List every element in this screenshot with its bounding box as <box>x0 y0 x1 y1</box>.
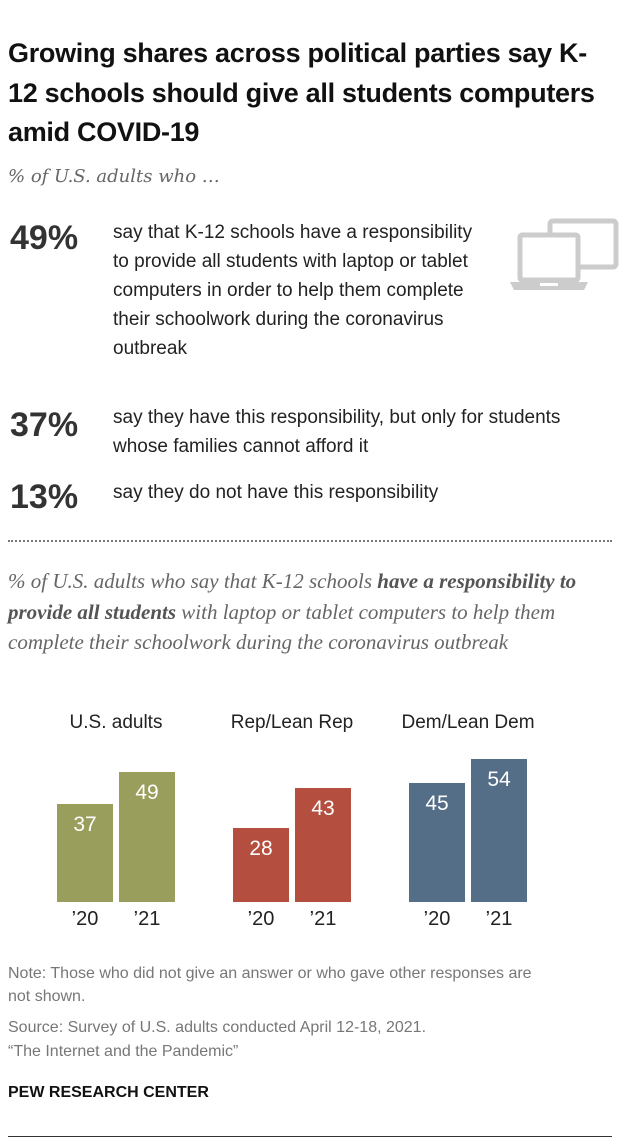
brand-logo: PEW RESEARCH CENTER <box>8 1084 209 1101</box>
report-title: “The Internet and the Pandemic” <box>8 1043 239 1060</box>
chart-subtitle-text: with laptop or tablet computers to help … <box>8 599 556 655</box>
stat-percent: 13% <box>10 478 79 516</box>
chart-subtitle-emphasis: have a responsibility to provide all stu… <box>8 569 577 624</box>
year-label: ’21 <box>133 908 161 930</box>
stat-text: say they have this responsibility, but o… <box>113 407 561 457</box>
bar <box>295 788 351 902</box>
divider <box>8 540 612 542</box>
bar-value-label: 37 <box>73 812 97 836</box>
bar-value-label: 43 <box>311 797 335 821</box>
bar <box>233 827 289 902</box>
note: Note: Those who did not give an answer o… <box>8 965 532 1005</box>
bar-value-label: 54 <box>487 767 511 791</box>
stat-text: say they do not have this responsibility <box>113 482 439 503</box>
bar <box>471 758 527 902</box>
year-label: ’21 <box>309 908 337 930</box>
chart-subtitle: % of U.S. adults who say that K-12 schoo… <box>8 566 620 658</box>
bar-value-label: 49 <box>135 781 159 805</box>
group-label: Dem/Lean Dem <box>401 712 535 733</box>
year-label: ’20 <box>423 908 451 930</box>
stat-text: say that K-12 schools have a responsibil… <box>113 222 473 359</box>
bar-value-label: 45 <box>425 791 449 815</box>
chart-subtitle-text: % of U.S. adults who say that K-12 schoo… <box>8 569 378 593</box>
laptop-tablet-icon <box>510 218 619 290</box>
year-label: ’21 <box>485 908 513 930</box>
source: Source: Survey of U.S. adults conducted … <box>8 1019 427 1036</box>
stat-percent: 49% <box>10 219 79 257</box>
bottom-rule <box>8 1136 612 1137</box>
stat-percent: 37% <box>10 406 79 444</box>
bar <box>409 782 465 902</box>
bar <box>57 803 113 902</box>
subtitle: % of U.S. adults who … <box>8 166 220 187</box>
group-label: U.S. adults <box>69 712 163 733</box>
chart-title: Growing shares across political parties … <box>8 38 595 147</box>
bar <box>119 772 175 902</box>
group-label: Rep/Lean Rep <box>230 712 354 733</box>
year-label: ’20 <box>247 908 275 930</box>
bar-value-label: 28 <box>249 836 273 860</box>
year-label: ’20 <box>71 908 99 930</box>
